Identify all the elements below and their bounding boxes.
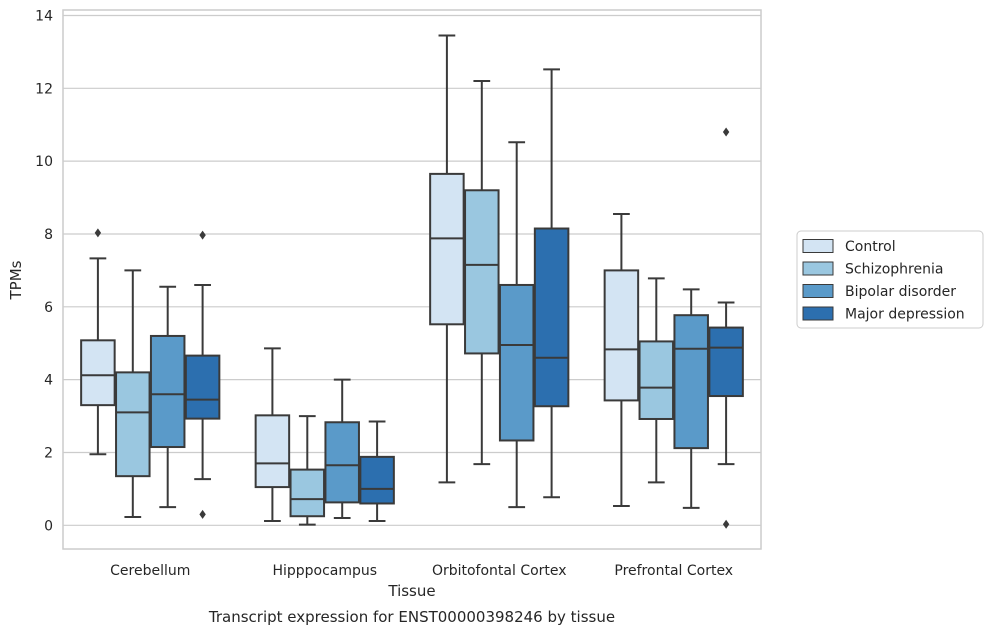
series-control	[80, 34, 640, 522]
x-tick-label: Prefrontal Cortex	[614, 563, 733, 579]
outlier-point	[199, 230, 206, 240]
y-tick-label: 10	[35, 154, 53, 170]
legend-label: Schizophrenia	[845, 262, 943, 278]
box	[533, 227, 570, 408]
box	[638, 340, 675, 420]
x-tick-label: Orbitofontal Cortex	[432, 563, 567, 579]
box	[80, 339, 116, 407]
box	[498, 283, 535, 442]
legend: Control Schizophrenia Bipolar disorder Majo…	[796, 230, 984, 329]
series-bipolar-disorder	[149, 141, 709, 520]
box	[324, 421, 360, 504]
x-axis-ticks: Cerebellum Hipppocampus Orbitofontal Corte…	[110, 563, 733, 579]
box	[673, 314, 709, 450]
x-axis-label: Tissue	[387, 582, 435, 600]
box	[289, 468, 326, 518]
box	[149, 334, 186, 449]
y-tick-label: 0	[44, 518, 53, 534]
series-major-depression	[184, 68, 744, 529]
outlier-point	[199, 509, 206, 519]
x-tick-label: Cerebellum	[110, 563, 190, 579]
box	[464, 189, 500, 355]
box	[115, 371, 151, 478]
y-tick-label: 2	[44, 445, 53, 461]
y-tick-label: 14	[35, 8, 53, 24]
box	[254, 414, 291, 489]
y-tick-label: 6	[44, 300, 53, 316]
plot-background	[63, 10, 761, 549]
chart-title: Transcript expression for ENST0000039824…	[208, 608, 615, 626]
legend-swatch	[802, 239, 834, 253]
y-tick-label: 12	[35, 81, 53, 97]
y-tick-label: 8	[44, 227, 53, 243]
legend-swatch	[802, 306, 834, 321]
box	[603, 269, 640, 402]
legend-swatch	[802, 284, 834, 298]
legend-frame	[796, 230, 984, 329]
box-series	[80, 34, 744, 529]
legend-swatch	[802, 261, 834, 276]
box	[184, 354, 221, 420]
y-tick-label: 4	[44, 373, 53, 389]
legend-label: Bipolar disorder	[845, 284, 956, 300]
x-tick-label: Hipppocampus	[272, 563, 377, 579]
plot-frame	[62, 9, 762, 550]
y-axis-ticks: 0 2 4 6 8 10 12 14	[35, 8, 53, 534]
box	[359, 455, 395, 505]
outlier-point	[722, 519, 730, 529]
series-schizophrenia	[115, 80, 675, 526]
outlier-point	[722, 127, 730, 137]
box	[708, 326, 744, 398]
legend-label: Control	[845, 239, 896, 255]
legend-label: Major depression	[845, 307, 965, 323]
box	[429, 172, 465, 326]
outlier-point	[94, 228, 102, 238]
y-axis-label: TPMs	[7, 260, 25, 300]
